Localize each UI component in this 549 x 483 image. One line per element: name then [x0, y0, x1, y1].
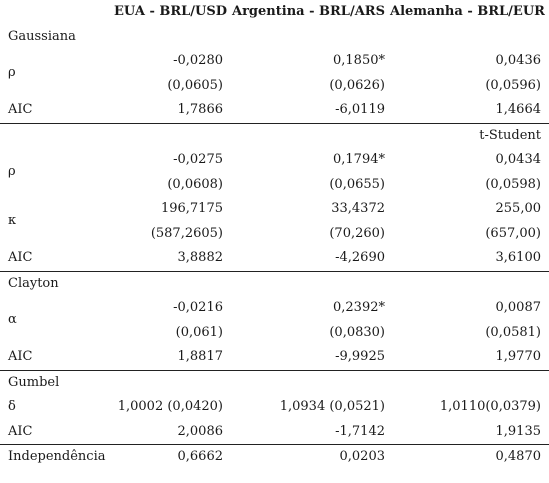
cell-value: 0,1850* [333, 53, 385, 68]
gaussiana-aic-row: AIC 1,7866 -6,0119 1,4664 [0, 98, 549, 124]
cell-value: 0,0087 [495, 300, 542, 315]
cell-value: 3,8882 [177, 250, 224, 265]
tstudent-kappa-group: κ 196,7175 33,4372 255,00 (587,2605) (70… [0, 197, 549, 246]
gaussiana-rho-row: -0,0280 0,1850* 0,0436 [0, 49, 549, 74]
copula-results-table: EUA - BRL/USD Argentina - BRL/ARS Aleman… [0, 0, 549, 470]
cell-value: 3,6100 [495, 250, 542, 265]
cell-value: (0,0605) [167, 77, 223, 93]
section-label: Clayton [8, 275, 59, 291]
tstudent-kappa-se-row: (587,2605) (70,260) (657,00) [0, 222, 549, 247]
tstudent-rho-se-row: (0,0608) (0,0655) (0,0598) [0, 173, 549, 198]
cell-value: -0,0216 [173, 300, 223, 315]
section-title-tstudent: t-Student [0, 124, 549, 149]
section-label: Gumbel [8, 374, 60, 390]
cell-value: 1,0002 (0,0420) [117, 399, 223, 414]
cell-value: -1,7142 [335, 423, 385, 439]
cell-value: -6,0119 [335, 102, 385, 117]
section-label: Gaussiana [8, 28, 76, 44]
cell-value: 0,6662 [177, 449, 224, 464]
aic-label: AIC [8, 102, 33, 117]
cell-value: 196,7175 [160, 201, 223, 216]
tstudent-kappa-row: 196,7175 33,4372 255,00 [0, 197, 549, 222]
clayton-alpha-se-row: (0,061) (0,0830) (0,0581) [0, 321, 549, 346]
cell-value: 255,00 [495, 201, 542, 216]
tstudent-rho-group: ρ -0,0275 0,1794* 0,0434 (0,0608) (0,065… [0, 148, 549, 197]
cell-value: 0,0434 [495, 152, 542, 167]
gaussiana-rho-se-row: (0,0605) (0,0626) (0,0596) [0, 74, 549, 99]
cell-value: 0,0436 [495, 53, 542, 68]
col-header-alemanha: Alemanha - BRL/EUR [390, 4, 545, 19]
tstudent-rho-row: -0,0275 0,1794* 0,0434 [0, 148, 549, 173]
clayton-alpha-row: -0,0216 0,2392* 0,0087 [0, 296, 549, 321]
cell-value: (0,0608) [167, 176, 223, 192]
cell-value: -4,2690 [335, 250, 385, 265]
section-title-clayton: Clayton [0, 272, 549, 297]
alpha-label: α [8, 312, 17, 327]
cell-value: -9,9925 [335, 349, 385, 364]
cell-value: 0,2392* [333, 300, 385, 315]
cell-value: (70,260) [329, 225, 385, 241]
tstudent-aic-row: AIC 3,8882 -4,2690 3,6100 [0, 246, 549, 272]
section-label: t-Student [479, 127, 541, 143]
section-title-gumbel: Gumbel [0, 371, 549, 396]
gumbel-delta-row: δ 1,0002 (0,0420) 1,0934 (0,0521) 1,0110… [0, 395, 549, 420]
aic-label: AIC [8, 423, 33, 439]
gaussiana-rho-group: ρ -0,0280 0,1850* 0,0436 (0,0605) (0,062… [0, 49, 549, 98]
cell-value: (657,00) [485, 225, 541, 241]
aic-label: AIC [8, 349, 33, 364]
cell-value: 2,0086 [177, 423, 224, 439]
rho-label: ρ [8, 65, 16, 80]
kappa-label: κ [8, 213, 17, 228]
cell-value: 0,1794* [333, 152, 385, 167]
clayton-alpha-group: α -0,0216 0,2392* 0,0087 (0,061) (0,0830… [0, 296, 549, 345]
cell-value: -0,0280 [173, 53, 223, 68]
cell-value: 33,4372 [331, 201, 385, 216]
cell-value: (0,0626) [329, 77, 385, 93]
cell-value: 1,0934 (0,0521) [279, 399, 385, 414]
delta-label: δ [8, 399, 16, 414]
aic-label: AIC [8, 250, 33, 265]
independencia-label: Independência [8, 449, 106, 464]
col-header-argentina: Argentina - BRL/ARS [232, 4, 385, 19]
cell-value: 1,0110(0,0379) [439, 399, 541, 414]
cell-value: (0,0598) [485, 176, 541, 192]
col-header-eua: EUA - BRL/USD [114, 4, 228, 19]
cell-value: 0,0203 [339, 449, 386, 464]
cell-value: (0,0655) [329, 176, 385, 192]
cell-value: 1,7866 [177, 102, 224, 117]
cell-value: 1,8817 [177, 349, 224, 364]
cell-value: (0,061) [175, 324, 223, 340]
rho-label: ρ [8, 164, 16, 179]
cell-value: (0,0596) [485, 77, 541, 93]
independencia-row: Independência 0,6662 0,0203 0,4870 [0, 445, 549, 470]
cell-value: (0,0830) [329, 324, 385, 340]
cell-value: 1,9770 [495, 349, 542, 364]
cell-value: 1,9135 [495, 423, 542, 439]
header-row: EUA - BRL/USD Argentina - BRL/ARS Aleman… [0, 0, 549, 25]
cell-value: 0,4870 [495, 449, 542, 464]
cell-value: 1,4664 [495, 102, 542, 117]
gumbel-aic-row: AIC 2,0086 -1,7142 1,9135 [0, 420, 549, 445]
cell-value: (587,2605) [150, 225, 223, 241]
clayton-aic-row: AIC 1,8817 -9,9925 1,9770 [0, 345, 549, 371]
cell-value: (0,0581) [485, 324, 541, 340]
section-title-gaussiana: Gaussiana [0, 25, 549, 50]
cell-value: -0,0275 [173, 152, 223, 167]
